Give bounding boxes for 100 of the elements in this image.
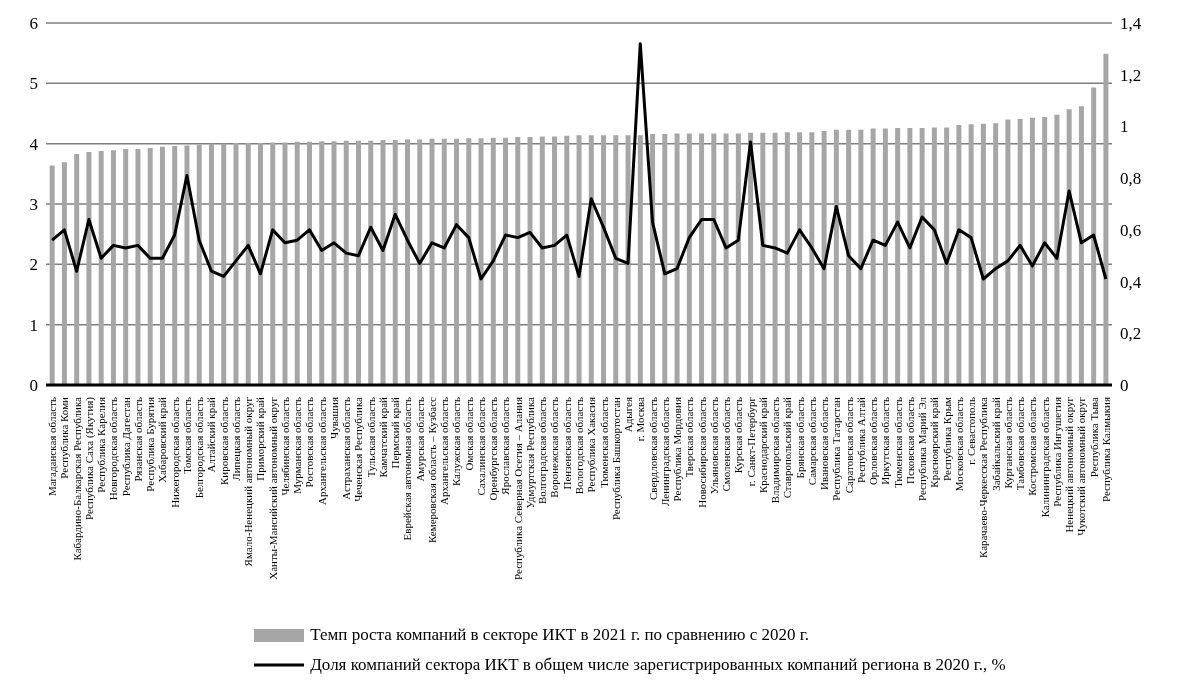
bar <box>221 143 227 385</box>
x-tick-label: Белгородская область <box>193 397 206 499</box>
bar <box>956 124 962 385</box>
x-tick-label: Ростовская область <box>303 397 316 488</box>
x-tick-label: Ульяновская область <box>707 397 720 495</box>
bar <box>343 140 349 385</box>
bar <box>882 128 888 385</box>
bar <box>895 127 901 385</box>
y-tick-label: 2 <box>29 255 38 275</box>
bar <box>784 132 790 385</box>
y-tick-label: 3 <box>29 195 38 215</box>
x-tick-label: Красноярский край <box>928 396 941 488</box>
bar <box>760 132 766 385</box>
x-tick-label: Чувашия <box>327 397 340 439</box>
bar <box>931 127 937 385</box>
x-tick-label: Волгоградская область <box>536 397 549 505</box>
x-tick-label: Республика Тыва <box>1087 396 1100 478</box>
bar <box>61 162 67 385</box>
line-series <box>50 42 1108 281</box>
bar <box>539 136 545 385</box>
x-tick-label: Камчатский край <box>376 396 389 478</box>
x-tick-label: Республика Коми <box>58 396 71 479</box>
bar <box>1078 106 1084 385</box>
bar <box>135 149 141 385</box>
bar <box>441 138 447 385</box>
bar <box>392 140 398 385</box>
x-tick-label: Республика Башкортостан <box>609 396 622 521</box>
x-tick-label: Ярославская область <box>499 397 512 495</box>
x-tick-label: Алтайский край <box>205 396 218 473</box>
bar <box>858 129 864 385</box>
x-tick-label: Сахалинская область <box>474 397 487 496</box>
x-tick-label: Воронежская область <box>548 397 561 498</box>
x-tick-label: Орловская область <box>867 397 880 486</box>
x-tick-label: г. Санкт-Петербург <box>744 396 757 487</box>
bar <box>1042 117 1048 385</box>
bar <box>527 137 533 385</box>
bar <box>319 141 325 385</box>
x-tick-label: Пермский край <box>389 396 402 469</box>
x-tick-label: Чукотский автономный округ <box>1075 396 1088 536</box>
bar <box>123 149 129 385</box>
bar <box>49 165 55 385</box>
x-tick-label: Кировская область <box>217 397 230 486</box>
x-tick-label: Ханты-Мансийский автономный округ <box>266 396 279 580</box>
y2-tick-label: 0,4 <box>1120 272 1142 292</box>
bar <box>576 135 582 385</box>
bar <box>282 142 288 385</box>
x-tick-label: Республика Саха (Якутия) <box>82 396 96 521</box>
y-tick-label: 1 <box>29 315 38 335</box>
bar <box>821 131 827 385</box>
x-tick-label: Саратовская область <box>842 397 855 494</box>
x-tick-label: Омская область <box>462 397 475 471</box>
y2-tick-label: 0 <box>1120 376 1129 396</box>
bar <box>552 136 558 385</box>
x-tick-label: Республика Мордовия <box>671 397 684 502</box>
bar <box>723 133 729 385</box>
bar <box>1029 117 1035 385</box>
bar <box>405 139 411 385</box>
bar <box>968 124 974 385</box>
x-tick-label: г. Москва <box>634 396 647 442</box>
x-tick-label: Республика Алтай <box>854 396 867 483</box>
y2-tick-label: 0,8 <box>1120 169 1142 189</box>
bar <box>1017 118 1023 385</box>
x-tick-label: Чеченская Республика <box>352 396 365 502</box>
bar <box>245 143 251 385</box>
bar <box>356 140 361 385</box>
bar <box>196 144 202 385</box>
x-tick-label: Республика Ингушетия <box>1050 397 1063 507</box>
x-tick-label: Республика Татарстан <box>830 396 843 501</box>
x-tick-label: г. Севастополь <box>965 397 978 465</box>
x-tick-label: Ленинградская область <box>658 397 671 507</box>
bar <box>711 133 717 385</box>
x-tick-label: Тверская область <box>683 397 696 478</box>
x-tick-label: Мурманская область <box>291 397 304 494</box>
bar <box>588 135 594 385</box>
bar <box>601 135 607 385</box>
x-tick-label: Челябинская область <box>278 397 291 496</box>
y2-tick-label: 0,6 <box>1120 220 1142 240</box>
x-tick-label: Магаданская область <box>46 397 59 497</box>
y2-tick-label: 0,2 <box>1120 324 1142 344</box>
bar <box>429 138 435 385</box>
bar <box>233 143 239 385</box>
bar <box>846 129 852 385</box>
x-tick-label: Пензенская область <box>560 397 573 490</box>
x-tick-label: Липецкая область <box>229 397 242 481</box>
x-tick-label: Архангельская область <box>315 397 328 505</box>
x-tick-label: Ямало-Ненецкий автономный округ <box>242 396 255 567</box>
x-tick-label: Карачаево-Черкесская Республика <box>977 396 990 558</box>
x-tick-label: Тюменская область <box>597 397 610 488</box>
x-tick-label: Ивановская область <box>818 397 831 491</box>
bar <box>490 137 496 385</box>
x-tick-label: Московская область <box>952 397 965 492</box>
bar <box>613 135 619 385</box>
x-tick-label: Новгородская область <box>107 397 120 501</box>
x-tick-label: Свердловская область <box>646 397 659 501</box>
x-tick-label: Иркутская область <box>879 397 892 485</box>
bar <box>110 150 116 385</box>
x-tick-label: Самарская область <box>805 397 818 486</box>
x-tick-label: Еврейская автономная область <box>401 397 414 541</box>
bar <box>748 132 754 385</box>
x-tick-label: Краснодарский край <box>756 396 769 494</box>
